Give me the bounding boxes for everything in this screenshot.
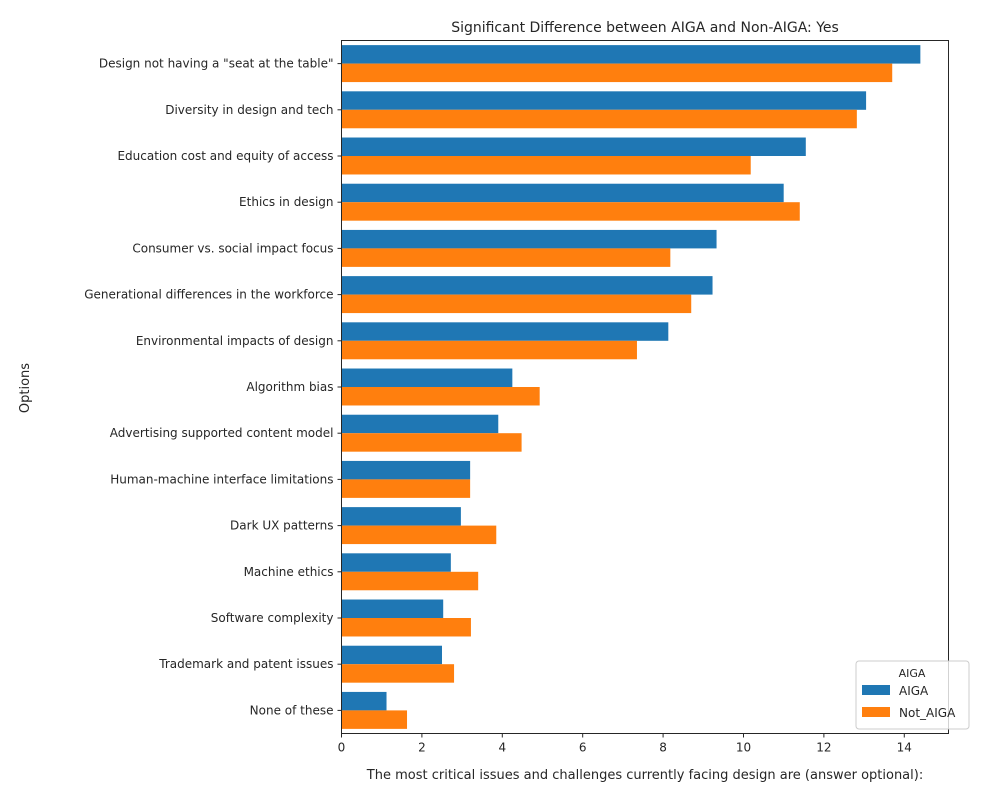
bar-not-aiga-10 bbox=[341, 525, 497, 545]
y-tick-label: Consumer vs. social impact focus bbox=[132, 241, 333, 255]
bar-not-aiga-14 bbox=[341, 710, 408, 729]
bar-aiga-5 bbox=[341, 276, 713, 295]
legend-label-not-aiga: Not_AIGA bbox=[899, 706, 956, 720]
y-ticks-group: Design not having a "seat at the table" D… bbox=[84, 57, 342, 717]
bar-aiga-13 bbox=[341, 645, 442, 665]
x-tick-label: 8 bbox=[659, 741, 667, 755]
y-tick-label: Trademark and patent issues bbox=[158, 657, 333, 671]
bar-aiga-14 bbox=[341, 691, 387, 711]
bar-not-aiga-7 bbox=[341, 387, 540, 406]
x-tick-label: 14 bbox=[897, 741, 912, 755]
y-tick-label: None of these bbox=[250, 703, 334, 717]
bar-not-aiga-4 bbox=[341, 248, 671, 267]
x-ticks-group: 0 2 4 6 8 10 12 14 bbox=[338, 733, 912, 755]
legend-swatch-not-aiga bbox=[862, 707, 890, 717]
bar-aiga-2 bbox=[341, 137, 806, 156]
y-tick-label: Human-machine interface limitations bbox=[110, 472, 333, 486]
bars-group bbox=[341, 45, 921, 729]
bar-not-aiga-0 bbox=[341, 63, 893, 83]
legend-title: AIGA bbox=[899, 667, 926, 680]
bar-aiga-7 bbox=[341, 368, 513, 387]
x-tick-label: 2 bbox=[418, 741, 426, 755]
bar-not-aiga-5 bbox=[341, 294, 692, 314]
x-tick-label: 0 bbox=[338, 741, 346, 755]
bar-not-aiga-8 bbox=[341, 433, 522, 452]
y-tick-label: Dark UX patterns bbox=[230, 519, 333, 533]
bar-not-aiga-2 bbox=[341, 156, 751, 175]
bar-aiga-3 bbox=[341, 183, 784, 203]
y-tick-label: Machine ethics bbox=[244, 565, 334, 579]
x-tick-label: 10 bbox=[736, 741, 751, 755]
legend-label-aiga: AIGA bbox=[899, 684, 929, 698]
bar-not-aiga-13 bbox=[341, 664, 455, 683]
bar-not-aiga-12 bbox=[341, 618, 471, 637]
bar-aiga-12 bbox=[341, 599, 444, 618]
bar-aiga-8 bbox=[341, 414, 499, 434]
bar-not-aiga-1 bbox=[341, 109, 857, 129]
bar-aiga-9 bbox=[341, 460, 471, 480]
x-tick-label: 6 bbox=[579, 741, 587, 755]
y-tick-label: Diversity in design and tech bbox=[165, 103, 333, 117]
bar-aiga-1 bbox=[341, 91, 867, 110]
y-tick-label: Generational differences in the workforc… bbox=[84, 288, 333, 302]
bar-aiga-4 bbox=[341, 229, 717, 249]
y-axis-label: Options bbox=[18, 363, 33, 413]
legend: AIGA AIGA Not_AIGA bbox=[855, 660, 970, 730]
y-tick-label: Software complexity bbox=[211, 611, 334, 625]
x-axis-label: The most critical issues and challenges … bbox=[366, 768, 923, 783]
bar-aiga-0 bbox=[341, 45, 921, 64]
y-tick-label: Advertising supported content model bbox=[110, 426, 334, 440]
y-tick-label: Ethics in design bbox=[239, 195, 333, 209]
bar-not-aiga-6 bbox=[341, 340, 637, 360]
y-tick-label: Education cost and equity of access bbox=[117, 149, 333, 163]
y-tick-label: Algorithm bias bbox=[246, 380, 333, 394]
y-tick-label: Environmental impacts of design bbox=[136, 334, 334, 348]
x-tick-label: 4 bbox=[498, 741, 506, 755]
legend-swatch-aiga bbox=[862, 685, 890, 695]
bar-aiga-10 bbox=[341, 507, 461, 526]
x-tick-label: 12 bbox=[816, 741, 831, 755]
chart-title: Significant Difference between AIGA and … bbox=[451, 20, 839, 36]
bar-not-aiga-11 bbox=[341, 571, 479, 591]
plot-frame bbox=[341, 40, 949, 734]
bar-aiga-6 bbox=[341, 322, 669, 341]
bar-not-aiga-3 bbox=[341, 202, 800, 221]
bar-aiga-11 bbox=[341, 553, 451, 572]
y-tick-label: Design not having a "seat at the table" bbox=[99, 57, 334, 71]
bar-not-aiga-9 bbox=[341, 479, 471, 498]
